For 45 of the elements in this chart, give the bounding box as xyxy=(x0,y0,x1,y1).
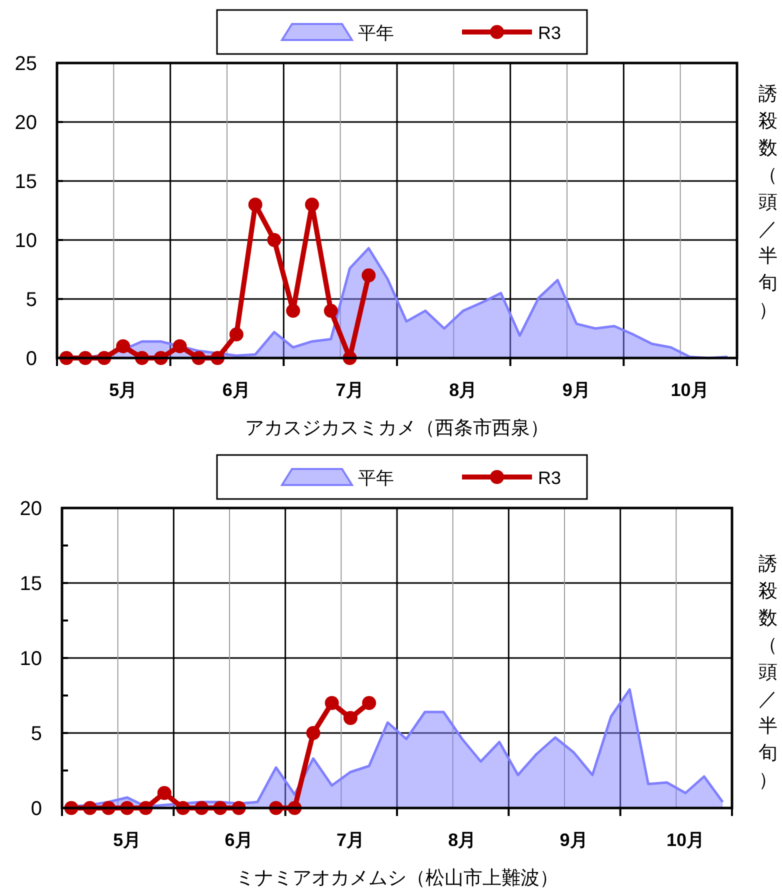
y-tick-label: 20 xyxy=(20,498,42,520)
x-tick-label: 6月 xyxy=(224,830,253,850)
legend-label: R3 xyxy=(538,23,562,43)
x-tick-label: 6月 xyxy=(222,380,250,400)
legend-label: 平年 xyxy=(358,23,394,43)
y-tick-label: 10 xyxy=(20,648,42,670)
point xyxy=(116,339,130,354)
x-tick-label: 9月 xyxy=(560,830,588,850)
x-tick-label: 5月 xyxy=(109,380,138,400)
y-tick-label: 0 xyxy=(30,798,42,820)
x-tick-label: 8月 xyxy=(449,380,478,400)
y-tick-label: 10 xyxy=(14,230,37,252)
point xyxy=(362,696,376,710)
y-tick-label: 20 xyxy=(14,112,37,134)
x-tick-label: 5月 xyxy=(113,830,142,850)
y-tick-label: 15 xyxy=(20,573,42,595)
point xyxy=(306,726,320,740)
x-tick-label: 10月 xyxy=(670,380,709,400)
text: 誘殺数（頭／半旬） xyxy=(758,554,778,791)
x-tick-label: 7月 xyxy=(336,830,364,850)
x-tick-label: 7月 xyxy=(336,380,364,400)
y-tick-label: 5 xyxy=(30,723,42,745)
legend-label: 平年 xyxy=(358,468,394,488)
text: 誘殺数（頭／半旬） xyxy=(758,84,778,321)
point xyxy=(324,304,338,318)
y-tick-label: 5 xyxy=(26,289,37,311)
point xyxy=(343,711,358,725)
point xyxy=(229,327,244,342)
y-tick-label: 0 xyxy=(26,348,37,370)
point xyxy=(305,198,319,212)
point xyxy=(362,268,376,282)
point xyxy=(267,233,282,247)
point xyxy=(324,696,339,710)
point xyxy=(172,339,187,354)
point xyxy=(248,198,262,212)
x-axis-title: ミナミアオカメムシ（松山市上難波） xyxy=(236,867,558,889)
point xyxy=(157,786,172,800)
x-tick-label: 10月 xyxy=(666,830,704,850)
y-tick-label: 25 xyxy=(14,53,37,75)
y-tick-label: 15 xyxy=(14,171,37,193)
point xyxy=(286,304,300,318)
legend-label: R3 xyxy=(538,468,562,488)
x-tick-label: 8月 xyxy=(448,830,476,850)
x-tick-label: 9月 xyxy=(562,380,590,400)
x-axis-title: アカスジカスミカメ（西条市西泉） xyxy=(245,417,549,439)
